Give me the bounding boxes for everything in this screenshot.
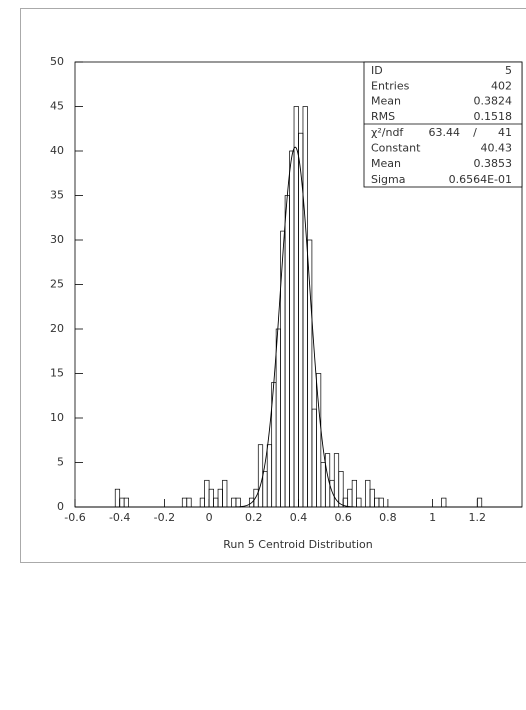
x-tick-label: 1 bbox=[429, 511, 436, 524]
bar bbox=[339, 471, 343, 507]
fit-label: Constant bbox=[371, 142, 421, 155]
bar bbox=[254, 489, 258, 507]
bar bbox=[334, 454, 338, 507]
y-tick-label: 30 bbox=[50, 233, 64, 246]
bar bbox=[285, 196, 289, 508]
bar bbox=[124, 498, 128, 507]
bar bbox=[316, 374, 320, 508]
y-tick-label: 0 bbox=[57, 500, 64, 513]
bar bbox=[321, 463, 325, 508]
bar bbox=[477, 498, 481, 507]
bar bbox=[348, 489, 352, 507]
stats-value: 402 bbox=[491, 79, 512, 92]
fit-value: 40.43 bbox=[481, 142, 513, 155]
bar bbox=[115, 489, 119, 507]
bar bbox=[267, 445, 271, 507]
bar bbox=[303, 107, 307, 508]
bar bbox=[330, 480, 334, 507]
bar bbox=[120, 498, 124, 507]
y-tick-label: 35 bbox=[50, 189, 64, 202]
fit-label: χ²/ndf bbox=[371, 126, 404, 139]
x-tick-label: -0.2 bbox=[154, 511, 175, 524]
bar bbox=[294, 107, 298, 508]
fit-value: 0.3853 bbox=[474, 157, 513, 170]
bar bbox=[290, 151, 294, 507]
fit-separator: / bbox=[473, 126, 477, 139]
stats-label: RMS bbox=[371, 110, 395, 123]
x-tick-label: -0.4 bbox=[109, 511, 130, 524]
stats-value: 5 bbox=[505, 64, 512, 77]
y-tick-label: 10 bbox=[50, 411, 64, 424]
x-tick-label: -0.6 bbox=[64, 511, 85, 524]
x-tick-label: 1.2 bbox=[469, 511, 487, 524]
stats-value: 0.3824 bbox=[474, 95, 513, 108]
y-tick-label: 15 bbox=[50, 367, 64, 380]
bar bbox=[236, 498, 240, 507]
fit-label: Sigma bbox=[371, 173, 405, 186]
bar bbox=[187, 498, 191, 507]
x-tick-label: 0.4 bbox=[290, 511, 308, 524]
stats-value: 0.1518 bbox=[474, 110, 513, 123]
bar bbox=[357, 498, 361, 507]
bar bbox=[276, 329, 280, 507]
bar bbox=[214, 498, 218, 507]
y-tick-label: 45 bbox=[50, 100, 64, 113]
bar bbox=[223, 480, 227, 507]
bar bbox=[209, 489, 213, 507]
bar bbox=[366, 480, 370, 507]
bar bbox=[182, 498, 186, 507]
bar bbox=[200, 498, 204, 507]
stats-label: ID bbox=[371, 64, 383, 77]
stats-label: Entries bbox=[371, 79, 410, 92]
bar bbox=[263, 471, 267, 507]
y-tick-label: 20 bbox=[50, 322, 64, 335]
bar bbox=[258, 445, 262, 507]
fit-value: 0.6564E-01 bbox=[449, 173, 512, 186]
y-tick-label: 5 bbox=[57, 456, 64, 469]
y-tick-label: 50 bbox=[50, 55, 64, 68]
bar bbox=[370, 489, 374, 507]
x-tick-label: 0.2 bbox=[245, 511, 263, 524]
bar bbox=[312, 409, 316, 507]
fit-label: Mean bbox=[371, 157, 401, 170]
bar bbox=[218, 489, 222, 507]
x-axis-title: Run 5 Centroid Distribution bbox=[223, 538, 373, 551]
bar bbox=[352, 480, 356, 507]
fit-value: 63.44 bbox=[429, 126, 461, 139]
bar bbox=[231, 498, 235, 507]
y-tick-label: 40 bbox=[50, 144, 64, 157]
x-tick-label: 0 bbox=[206, 511, 213, 524]
x-tick-label: 0.8 bbox=[379, 511, 397, 524]
bar bbox=[205, 480, 209, 507]
stats-label: Mean bbox=[371, 95, 401, 108]
bar bbox=[379, 498, 383, 507]
bar bbox=[442, 498, 446, 507]
x-tick-label: 0.6 bbox=[334, 511, 352, 524]
bar bbox=[374, 498, 378, 507]
fit-ndf: 41 bbox=[498, 126, 512, 139]
y-tick-label: 25 bbox=[50, 278, 64, 291]
